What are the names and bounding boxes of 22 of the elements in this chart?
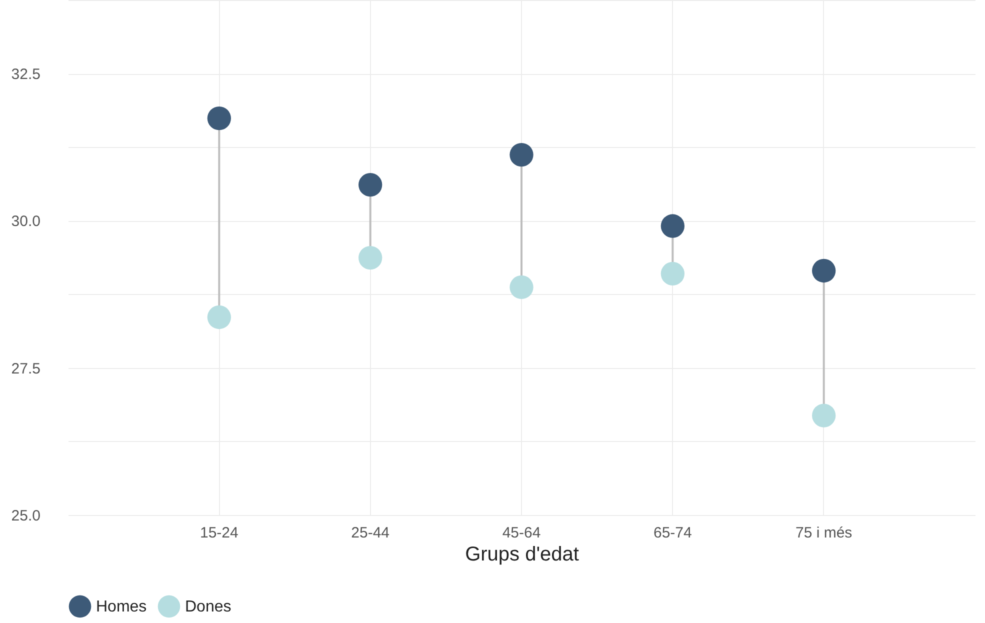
x-axis-title: Grups d'edat bbox=[465, 544, 580, 566]
point bbox=[358, 246, 382, 270]
point bbox=[660, 214, 684, 238]
point bbox=[207, 305, 231, 330]
x-tick-label: 45-64 bbox=[502, 524, 541, 542]
point bbox=[510, 275, 534, 300]
point bbox=[510, 142, 534, 167]
point bbox=[358, 173, 382, 197]
point bbox=[812, 404, 836, 428]
y-tick-label: 32.5 bbox=[11, 66, 40, 84]
x-tick-label: 25-44 bbox=[351, 524, 390, 542]
x-tick-label: 75 i més bbox=[795, 524, 852, 542]
y-tick-label: 30.0 bbox=[11, 213, 40, 230]
point bbox=[207, 106, 231, 130]
x-tick-label: 65-74 bbox=[653, 524, 692, 542]
y-tick-label: 27.5 bbox=[11, 360, 40, 378]
point bbox=[812, 258, 836, 283]
point bbox=[660, 262, 684, 286]
legend-label: Homes bbox=[96, 598, 147, 616]
legend-label: Dones bbox=[185, 598, 232, 616]
x-tick-label: 15-24 bbox=[200, 524, 238, 542]
y-tick-label: 25.0 bbox=[11, 508, 40, 524]
